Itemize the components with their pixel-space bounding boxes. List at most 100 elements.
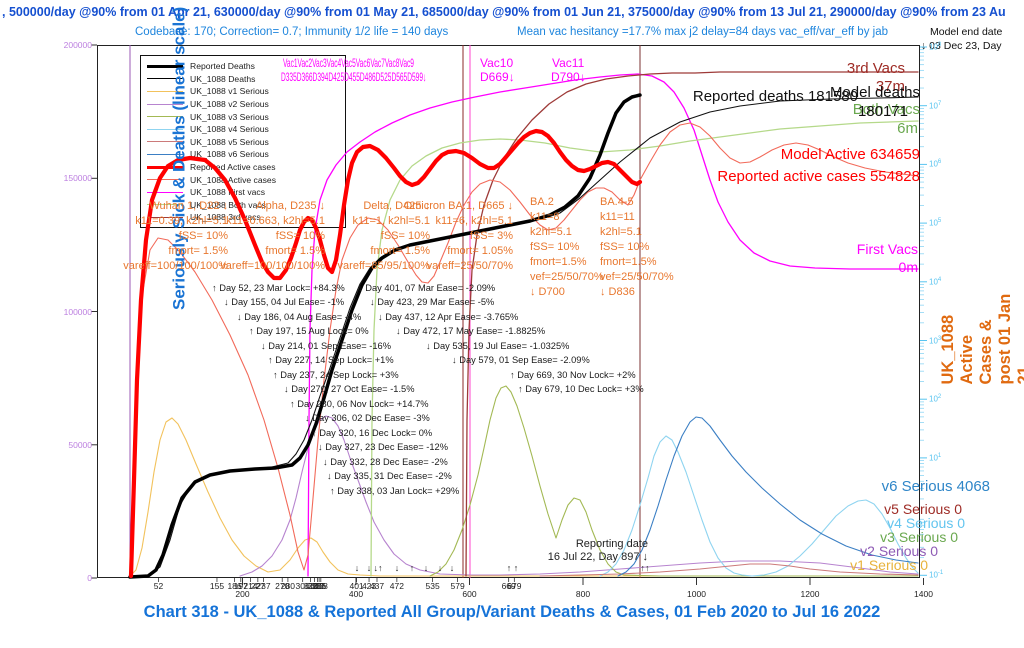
legend-item: UK_1088 Deaths xyxy=(147,73,339,86)
x-axis-event-tick-label: 214 xyxy=(243,581,258,591)
variant-params-column: Delta, D425 ↓ k11=1, k2hl=5.1 fSS= 10% fmor… xyxy=(338,199,430,274)
x-axis-event-tick-label: 280 xyxy=(280,581,295,591)
event-annotation: ↓ Day 327, 23 Dec Ease= -12% xyxy=(318,442,448,452)
legend-line-sample xyxy=(147,116,183,118)
x-axis-event-tick-label: 579 xyxy=(450,581,465,591)
legend-item-label: UK_1088 Active cases xyxy=(190,174,276,185)
x-axis-major-tick-label: 1400 xyxy=(914,589,933,599)
series-v6-serious xyxy=(617,416,919,577)
x-axis-event-tick-label: 52 xyxy=(153,581,164,591)
legend-item-label: Reported Active cases xyxy=(190,162,276,173)
value-label: Reported active cases 554828 xyxy=(717,168,920,185)
vac11-day-label: D790↓ xyxy=(551,70,586,84)
right-axis-tick-label: 105 xyxy=(929,218,942,228)
variant-param-line: fSS= 3% xyxy=(469,230,513,242)
x-axis-major-tick-label: 1200 xyxy=(800,589,820,599)
series-v5-serious xyxy=(539,563,919,577)
event-annotation: ↑ Day 320, 16 Dec Lock= 0% xyxy=(312,428,433,438)
legend-item: UK_1088 First vacs xyxy=(147,186,339,199)
right-axis-tick-label: 107 xyxy=(929,100,942,111)
value-label: v6 Serious 4068 xyxy=(881,478,990,495)
axis-arrow-mark: ↓ xyxy=(394,563,400,573)
event-annotation: ↑ Day 338, 03 Jan Lock= +29% xyxy=(330,486,460,496)
legend-item-label: UK_1088 v6 Serious xyxy=(190,149,269,160)
header-hesitancy: Mean vac hesitancy =17.7% max j2 delay=8… xyxy=(517,26,888,38)
event-annotation: ↓ Day 535, 19 Jul Ease= -1.0325% xyxy=(426,341,570,351)
x-axis-event-tick-label: 332 xyxy=(310,581,325,591)
legend-item-label: UK_1088 v5 Serious xyxy=(190,136,269,147)
event-annotation: ↓ Day 155, 04 Jul Ease= -1% xyxy=(224,297,345,307)
axis-arrow-mark: ↓ xyxy=(354,563,360,573)
variant-param-line: fmort= 1.5% xyxy=(370,245,430,257)
variant-param-line: k2hl=5.1 xyxy=(600,226,642,238)
right-axis-tick-label: 103 xyxy=(929,335,942,346)
variant-params-column: Wuhan 1, D22 ↓ k11=0.39, k2hl=5.1 fSS= 10%… xyxy=(123,199,228,274)
variant-param-line: vareff=25/50/70% xyxy=(426,260,513,272)
x-axis-event-tick-label: 472 xyxy=(389,581,404,591)
plot-area xyxy=(97,45,920,578)
header-codebase: Codebase: 170; Correction= 0.7; Immunity… xyxy=(135,26,449,38)
x-axis-event-tick-label: 423 xyxy=(361,581,377,591)
legend-item: Reported Deaths xyxy=(147,60,339,73)
x-axis-event-tick-label: 679 xyxy=(507,581,522,591)
right-axis-tick-label: 108 xyxy=(929,42,942,52)
legend-line-sample xyxy=(147,64,183,68)
series-first-vacs xyxy=(307,73,919,577)
variant-param-line: fmort= 1.5% xyxy=(265,245,325,257)
variant-param-line: vef=25/50/70% xyxy=(600,271,674,283)
event-annotation: ↓ Day 332, 28 Dec Ease= -2% xyxy=(323,457,448,467)
left-axis-tick-label: 50000 xyxy=(68,439,92,450)
legend-item-label: UK_1088 v1 Serious xyxy=(190,86,269,97)
x-axis-event-tick-label: 401 xyxy=(349,581,364,591)
vac-days-row2: D335D366D394D425D455D486D525D565D599↓ xyxy=(281,70,545,84)
event-annotation: ↑ Day 227, 14 Sep Lock= +1% xyxy=(268,355,394,365)
x-axis-event-tick-label: 335 xyxy=(312,581,327,591)
legend-item: UK_1088 3rd vacs xyxy=(147,211,339,224)
variant-param-line: k11=1, k2hl=5.1 xyxy=(352,215,430,227)
legend-line-sample xyxy=(147,179,183,181)
event-annotation: ↓ Day 270, 27 Oct Ease= -1.5% xyxy=(284,384,415,394)
variant-params-column: Omicron BA.1, D665 ↓ k11=6, k2hl=5.1 fSS= … xyxy=(404,199,513,274)
chart-title: Chart 318 - UK_1088 & Reported All Group… xyxy=(143,603,881,621)
event-annotation: ↑ Day 679, 10 Dec Lock= +3% xyxy=(518,384,644,394)
legend-line-sample xyxy=(147,103,183,105)
left-axis-tick-label: 100000 xyxy=(63,306,92,317)
series-v4-serious xyxy=(599,435,919,577)
series-third-vacs xyxy=(465,71,919,577)
value-label: v1 Serious 0 xyxy=(850,557,928,573)
event-annotation: ↓ Day 579, 01 Sep Ease= -2.09% xyxy=(452,355,590,365)
variant-param-line: fSS= 10% xyxy=(530,241,580,253)
legend-line-sample xyxy=(147,153,183,155)
vac-labels-row1: Vac1Vac2Vac3Vac4Vac5Vac6Vac7Vac8Vac9 xyxy=(283,56,521,70)
reporting-date-label: Reporting date xyxy=(575,538,648,550)
axis-arrow-mark: ↑ xyxy=(409,563,415,573)
variant-param-line: vareff=100/100/100% xyxy=(123,260,228,272)
variant-param-line: k11=0.663, k2hl=5.1 xyxy=(226,215,325,227)
legend-item: UK_1088 v4 Serious xyxy=(147,123,339,136)
value-label: 3rd Vacs xyxy=(846,60,905,77)
left-axis-tick-label: 0 xyxy=(87,573,92,583)
legend-line-sample xyxy=(147,78,183,80)
x-axis-event-tick-label: 669 xyxy=(501,581,516,591)
variant-param-line: Alpha, D235 ↓ xyxy=(255,200,325,212)
vac11-label: Vac11 xyxy=(552,56,585,70)
legend-item-label: UK_1088 v2 Serious xyxy=(190,99,269,110)
value-label: 180171 xyxy=(857,103,908,120)
vac1-9-days: D335D366D394D425D455D486D525D565D599↓ xyxy=(281,70,427,84)
variant-param-line: fmort= 1.5% xyxy=(168,245,228,257)
variant-param-line: fSS= 10% xyxy=(275,230,325,242)
event-annotation: ↓ Day 186, 04 Aug Ease= -4% xyxy=(237,312,362,322)
vac1-9-label: Vac1Vac2Vac3Vac4Vac5Vac6Vac7Vac8Vac9 xyxy=(283,56,414,70)
variant-param-line: fSS= 10% xyxy=(380,230,430,242)
x-axis-event-tick-label: 306 xyxy=(295,581,310,591)
x-axis-event-tick-label: 197 xyxy=(233,581,248,591)
variant-param-line: BA.4-5 xyxy=(600,196,634,208)
value-label: v4 Serious 0 xyxy=(887,515,965,531)
variant-param-line: ↓ D700 xyxy=(530,286,565,298)
variant-param-line: Wuhan 1, D22 ↓ xyxy=(149,200,228,212)
legend-line-sample xyxy=(147,216,183,218)
axis-arrow-mark: ↑↑ xyxy=(640,563,650,573)
value-label: v3 Serious 0 xyxy=(880,529,958,545)
value-label: Reported deaths 181580 xyxy=(692,88,858,105)
